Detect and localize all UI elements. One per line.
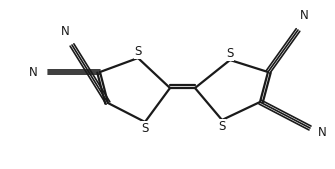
Text: N: N bbox=[29, 66, 38, 78]
Text: N: N bbox=[299, 9, 309, 22]
Text: S: S bbox=[141, 122, 149, 135]
Text: N: N bbox=[318, 127, 327, 139]
Text: S: S bbox=[134, 45, 142, 58]
Text: N: N bbox=[61, 25, 69, 38]
Text: S: S bbox=[226, 47, 234, 60]
Text: S: S bbox=[218, 120, 226, 133]
